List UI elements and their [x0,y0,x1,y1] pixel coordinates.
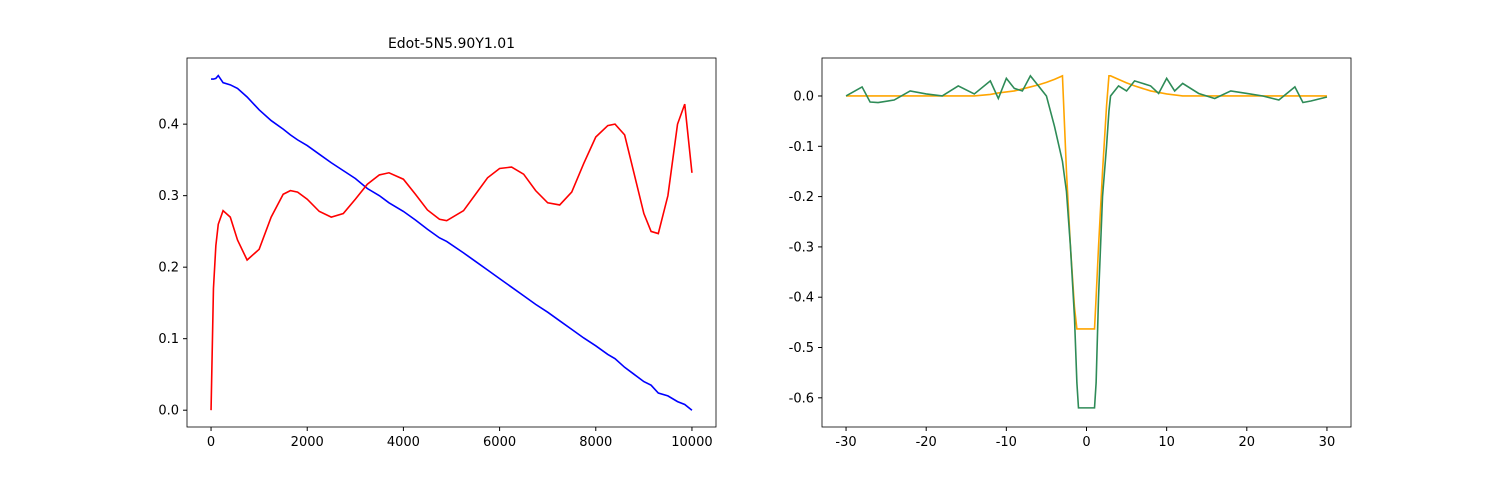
x-tick-label: 20 [1239,435,1256,450]
y-tick-label: -0.3 [789,240,814,255]
y-tick-label: -0.4 [789,291,814,306]
x-tick-label: 30 [1319,435,1336,450]
y-tick-label: 0.1 [158,332,179,347]
series-line [846,74,1327,330]
series-line [211,74,693,411]
x-tick-label: 6000 [483,435,516,450]
y-tick-label: -0.5 [789,341,814,356]
x-tick-label: 10000 [671,435,712,450]
y-tick-label: 0.2 [158,261,179,276]
x-tick-label: 8000 [579,435,612,450]
chart-title: Edot-5N5.90Y1.01 [388,36,515,52]
x-tick-label: -30 [835,435,856,450]
x-tick-label: -10 [996,435,1017,450]
y-tick-label: 0.0 [793,89,814,104]
y-tick-label: -0.2 [789,190,814,205]
series-line [210,103,693,411]
y-tick-label: 0.0 [158,404,179,419]
axes-frame [186,57,717,428]
x-tick-label: -20 [916,435,937,450]
x-tick-label: 0 [1082,435,1090,450]
y-tick-label: -0.1 [789,140,814,155]
series-line [845,74,1328,409]
y-tick-label: 0.4 [158,118,179,133]
x-tick-label: 0 [207,435,215,450]
axes-frame [821,57,1352,428]
x-tick-label: 2000 [291,435,324,450]
y-tick-label: -0.6 [789,391,814,406]
y-tick-label: 0.3 [158,189,179,204]
x-tick-label: 10 [1158,435,1175,450]
x-tick-label: 4000 [387,435,420,450]
